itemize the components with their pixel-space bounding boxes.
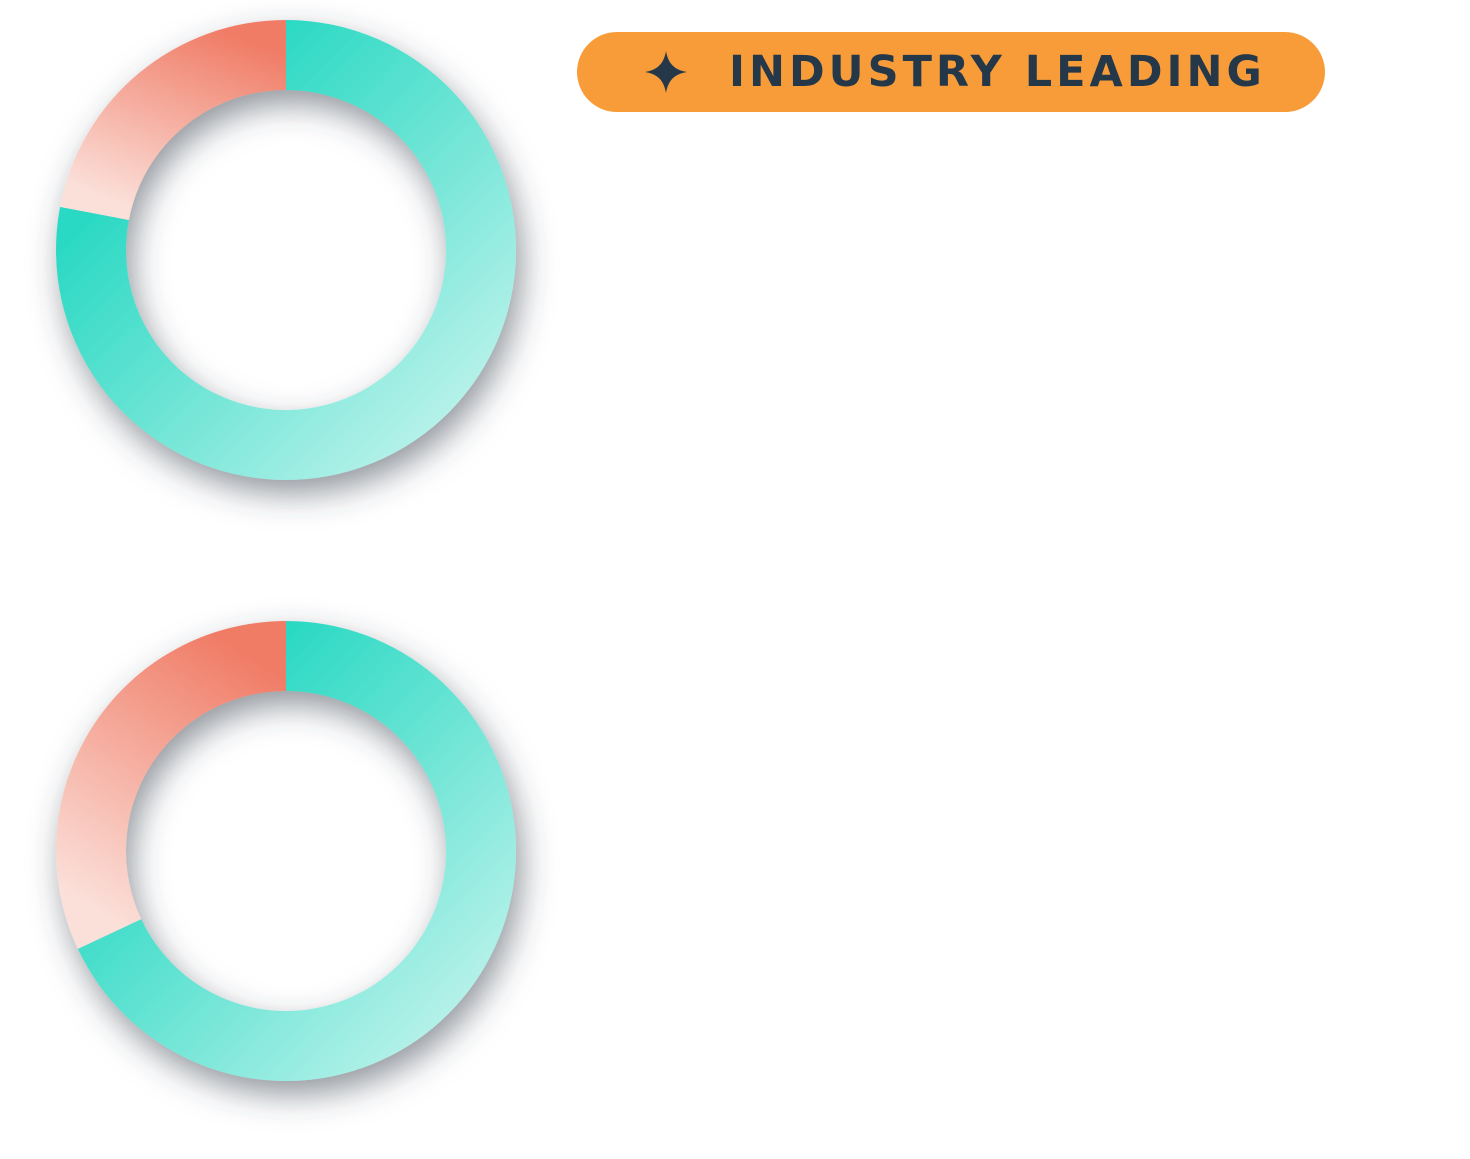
donut-slice-coral bbox=[60, 20, 287, 221]
industry-leading-badge: INDUSTRY LEADING bbox=[577, 32, 1325, 112]
donut-slice-coral bbox=[56, 621, 286, 949]
donut-slice-teal bbox=[77, 621, 517, 1081]
donut-slice-teal bbox=[55, 20, 517, 480]
donut-chart-1 bbox=[55, 20, 517, 480]
badge-label: INDUSTRY LEADING bbox=[729, 47, 1266, 97]
donut-chart-2 bbox=[56, 621, 517, 1081]
sparkle-icon bbox=[645, 51, 687, 93]
